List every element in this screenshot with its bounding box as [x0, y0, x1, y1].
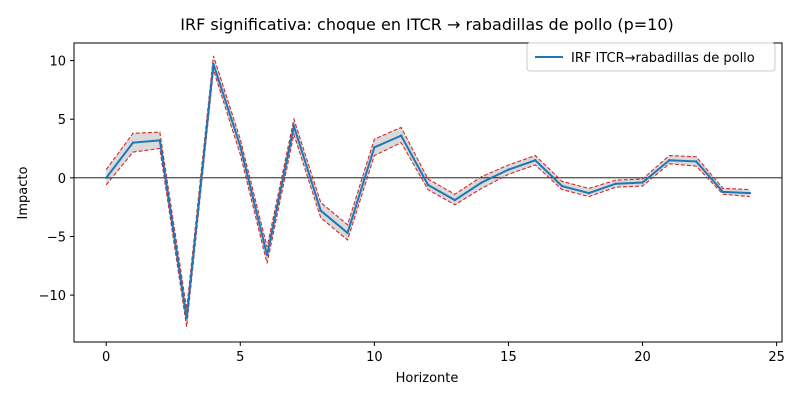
chart-title: IRF significativa: choque en ITCR → raba…: [180, 15, 674, 34]
irf-point: [212, 62, 215, 66]
irf-point: [158, 139, 162, 142]
irf-point: [560, 184, 564, 188]
irf-point: [131, 141, 135, 144]
irf-point: [641, 181, 644, 184]
irf-point: [319, 209, 322, 212]
irf-point: [534, 159, 537, 162]
confidence-band-fill: [106, 55, 750, 327]
legend: IRF ITCR→rabadillas de pollo: [526, 42, 776, 72]
x-tick-label: 0: [102, 350, 110, 365]
irf-point: [668, 159, 671, 162]
irf-point: [292, 125, 296, 128]
y-tick-label: −10: [39, 289, 66, 304]
irf-point: [480, 181, 483, 184]
irf-point: [748, 191, 752, 195]
irf-point: [694, 160, 698, 163]
irf-point: [346, 231, 349, 235]
legend-entry-irf: IRF ITCR→rabadillas de pollo: [571, 51, 755, 66]
legend-box: [526, 42, 776, 72]
x-tick-label: 25: [768, 350, 785, 365]
irf-point: [453, 198, 457, 202]
y-tick-label: 5: [58, 113, 66, 128]
x-axis-label: Horizonte: [396, 371, 459, 386]
irf-point: [614, 182, 617, 185]
irf-series-line: [105, 63, 750, 319]
irf-point: [104, 176, 108, 180]
irf-point: [721, 190, 725, 194]
irf-point: [587, 191, 591, 195]
y-tick-label: −5: [47, 230, 66, 245]
irf-point: [239, 144, 242, 148]
upper-band-line: [105, 55, 750, 310]
x-tick-label: 15: [500, 350, 517, 365]
y-axis-label: Impacto: [16, 167, 31, 220]
irf-point: [399, 134, 403, 137]
x-tick-label: 5: [236, 350, 244, 365]
plot-area: 0 5 10 15 20 25 −10 −5 0 5 10: [39, 42, 785, 365]
x-tick-label: 20: [634, 350, 651, 365]
irf-point: [265, 254, 269, 257]
lower-band-line: [105, 69, 750, 327]
irf-point: [426, 183, 430, 187]
irf-point: [507, 168, 510, 171]
axes-frame: [73, 42, 783, 343]
y-tick-label: 10: [49, 55, 66, 70]
irf-point: [185, 317, 188, 320]
x-tick-label: 10: [366, 350, 383, 365]
y-tick-label: 0: [58, 172, 66, 187]
irf-point: [373, 146, 376, 149]
